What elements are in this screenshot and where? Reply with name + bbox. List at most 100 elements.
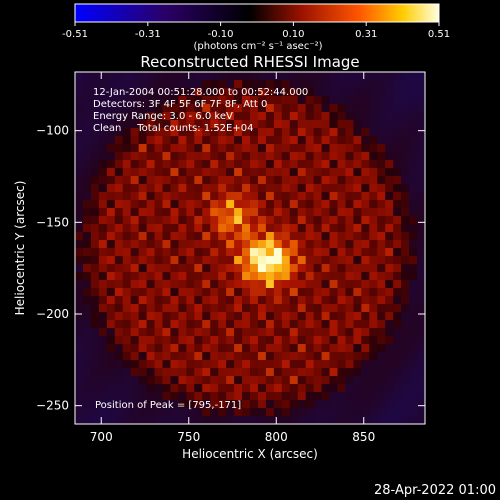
heatmap-cell (409, 360, 418, 369)
heatmap-cell (345, 248, 354, 257)
heatmap-cell (369, 104, 378, 113)
heatmap-cell (385, 184, 394, 193)
heatmap-cell (170, 256, 179, 265)
heatmap-cell (218, 288, 227, 297)
heatmap-cell (146, 264, 156, 273)
heatmap-cell (146, 376, 156, 385)
heatmap-cell (297, 192, 307, 201)
heatmap-cell (194, 232, 203, 241)
heatmap-cell (369, 392, 378, 401)
heatmap-cell (218, 328, 227, 337)
heatmap-cell (130, 296, 140, 305)
heatmap-cell (385, 248, 394, 257)
heatmap-cell (361, 208, 370, 217)
heatmap-cell (170, 120, 179, 129)
heatmap-cell (297, 96, 307, 105)
heatmap-cell (194, 400, 203, 409)
heatmap-cell (393, 408, 402, 417)
heatmap-cell (377, 136, 386, 145)
heatmap-cell (329, 200, 338, 209)
heatmap-cell (202, 368, 211, 377)
heatmap-cell (130, 376, 140, 385)
heatmap-cell (90, 248, 100, 257)
heatmap-cell (281, 304, 291, 313)
heatmap-cell (178, 272, 187, 281)
heatmap-cell (186, 88, 195, 97)
heatmap-cell (289, 112, 299, 121)
heatmap-cell (90, 136, 100, 145)
heatmap-cell (393, 152, 402, 161)
heatmap-cell (186, 120, 195, 129)
plot-area (75, 72, 425, 424)
heatmap-cell (353, 408, 362, 417)
heatmap-cell (273, 264, 283, 273)
heatmap-cell (393, 304, 402, 313)
heatmap-cell (82, 392, 92, 401)
heatmap-cell (114, 96, 124, 105)
heatmap-cell (361, 368, 370, 377)
heatmap-cell (114, 128, 124, 137)
heatmap-cell (250, 232, 259, 241)
heatmap-cell (265, 168, 275, 177)
heatmap-cell (273, 192, 283, 201)
heatmap-cell (281, 320, 291, 329)
heatmap-cell (218, 256, 227, 265)
heatmap-cell (106, 224, 116, 233)
heatmap-cell (146, 136, 156, 145)
heatmap-cell (186, 384, 195, 393)
heatmap-cell (162, 232, 171, 241)
heatmap-cell (98, 176, 108, 185)
heatmap-cell (369, 192, 378, 201)
heatmap-cell (122, 128, 132, 137)
heatmap-cell (75, 216, 84, 225)
heatmap-cell (369, 400, 378, 409)
heatmap-cell (250, 384, 259, 393)
heatmap-cell (321, 344, 331, 353)
heatmap-cell (345, 360, 354, 369)
heatmap-cell (114, 312, 124, 321)
heatmap-cell (170, 216, 179, 225)
heatmap-cell (377, 336, 386, 345)
heatmap-cell (289, 96, 299, 105)
heatmap-cell (305, 224, 315, 233)
heatmap-cell (226, 264, 235, 273)
heatmap-cell (385, 304, 394, 313)
heatmap-cell (226, 152, 235, 161)
heatmap-cell (122, 312, 132, 321)
heatmap-cell (393, 88, 402, 97)
heatmap-cell (154, 112, 163, 121)
heatmap-cell (242, 264, 251, 273)
heatmap-cell (75, 264, 84, 273)
heatmap-cell (289, 312, 299, 321)
heatmap-cell (210, 144, 219, 153)
heatmap-cell (226, 352, 235, 361)
heatmap-cell (186, 152, 195, 161)
heatmap-cell (369, 336, 378, 345)
heatmap-cell (369, 80, 378, 89)
heatmap-cell (226, 88, 235, 97)
heatmap-cell (170, 344, 179, 353)
heatmap-cell (242, 312, 251, 321)
heatmap-cell (289, 408, 299, 417)
heatmap-cell (90, 312, 100, 321)
heatmap-cell (106, 216, 116, 225)
heatmap-cell (393, 344, 402, 353)
heatmap-cell (122, 272, 132, 281)
heatmap-cell (202, 272, 211, 281)
heatmap-cell (106, 144, 116, 153)
x-axis-label: Heliocentric X (arcsec) (182, 447, 318, 461)
colorbar-tick-label: 0.51 (428, 29, 450, 40)
heatmap-cell (289, 368, 299, 377)
heatmap-cell (234, 296, 243, 305)
heatmap-cell (305, 376, 315, 385)
heatmap-cell (130, 352, 140, 361)
heatmap-cell (289, 360, 299, 369)
heatmap-cell (226, 144, 235, 153)
heatmap-cell (273, 88, 283, 97)
heatmap-cell (138, 408, 148, 417)
heatmap-cell (250, 296, 259, 305)
heatmap-cell (210, 368, 219, 377)
heatmap-cell (361, 360, 370, 369)
heatmap-cell (218, 72, 227, 81)
heatmap-cell (329, 160, 338, 169)
